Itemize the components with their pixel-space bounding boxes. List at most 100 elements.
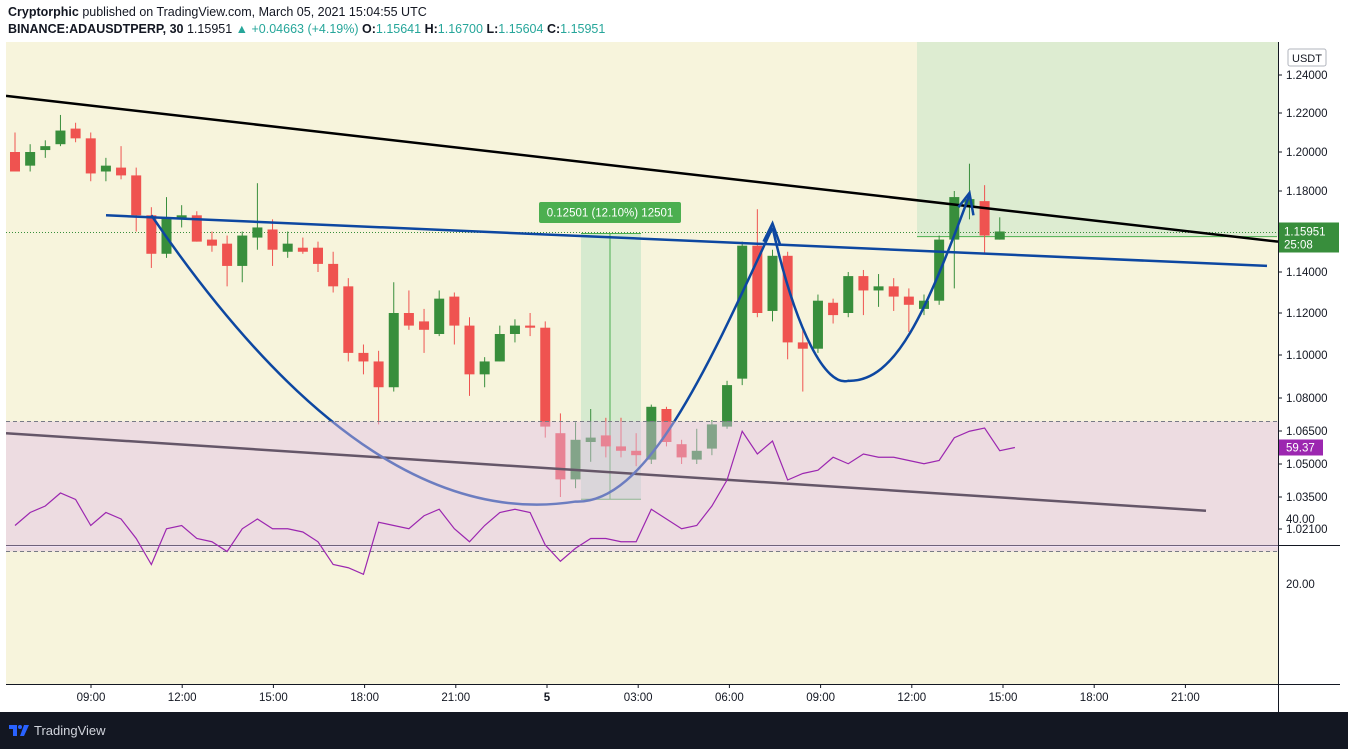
candle-body: [388, 313, 399, 388]
rsi-pane: 40.00 20.00 59.37: [6, 421, 1323, 591]
candle-body: [131, 175, 142, 216]
candle-body: [888, 286, 899, 297]
candle-body: [449, 296, 460, 326]
candle-body: [419, 321, 430, 330]
price-axis: 1.24000 1.22000 1.20000 1.18000 1.14000 1.120…: [1278, 48, 1339, 536]
candle-body: [70, 128, 81, 139]
last-price-badge-value: 1.15951: [1284, 226, 1326, 238]
price-tick-label: 1.03500: [1286, 492, 1328, 504]
candle-body: [616, 446, 626, 451]
rsi-tick-label: 20.00: [1286, 579, 1315, 591]
candle-body: [116, 167, 127, 176]
candle-body: [661, 409, 672, 442]
candle-body: [540, 327, 551, 427]
low-label: L:: [486, 22, 499, 36]
candle-body: [313, 247, 323, 264]
tradingview-brand[interactable]: TradingView: [34, 723, 106, 738]
candle-body: [100, 165, 111, 172]
candle-body: [570, 439, 581, 480]
candle-body: [191, 215, 202, 242]
rsi-tick-label: 40.00: [1286, 514, 1315, 526]
candle-body: [509, 325, 520, 334]
candle-body: [328, 263, 339, 287]
time-tick-label: 12:00: [168, 692, 197, 704]
candle-body: [267, 229, 278, 250]
candle-body: [691, 450, 702, 460]
low-value: 1.15604: [498, 22, 544, 36]
candle-body: [25, 152, 36, 166]
publish-info: published on TradingView.com, March 05, …: [82, 5, 427, 19]
candle-body: [358, 352, 369, 362]
time-tick-label: 18:00: [350, 692, 379, 704]
candle-body: [40, 146, 51, 151]
candle-body: [964, 199, 975, 208]
chart-header: Cryptorphic published on TradingView.com…: [0, 0, 1348, 42]
candle-body: [525, 325, 536, 328]
candle-body: [555, 433, 566, 480]
measure-label: 0.12501 (12.10%) 12501: [547, 208, 674, 220]
target-zone: [917, 42, 1278, 237]
price-tick-label: 1.02100: [1286, 524, 1328, 536]
candle-body: [282, 243, 293, 252]
candle-body: [479, 361, 490, 375]
symbol-label[interactable]: BINANCE:ADAUSDTPERP, 30: [8, 22, 184, 36]
candle-body: [176, 215, 187, 220]
time-tick-label: 09:00: [77, 692, 106, 704]
candle-body: [903, 296, 914, 305]
price-chart[interactable]: 0.12501 (12.10%) 12501 1.24000 1.22000 1.20…: [6, 42, 1340, 712]
symbol-line: BINANCE:ADAUSDTPERP, 30 1.15951 ▲ +0.046…: [8, 22, 605, 36]
candle-body: [994, 231, 1005, 240]
price-change: ▲ +0.04663 (+4.19%): [235, 22, 359, 36]
candle-body: [403, 313, 414, 326]
candle-body: [737, 245, 748, 379]
high-value: 1.16700: [437, 22, 483, 36]
candle-body: [858, 276, 869, 291]
rsi-value-badge: [1279, 439, 1323, 456]
candle-body: [55, 130, 66, 145]
publish-line: Cryptorphic published on TradingView.com…: [8, 5, 427, 19]
currency-label: USDT: [1292, 53, 1322, 65]
candle-body: [464, 325, 475, 375]
candle-body: [10, 152, 20, 172]
candle-body: [146, 215, 157, 254]
candle-body: [222, 243, 233, 266]
candle-body: [434, 298, 445, 334]
price-tick-label: 1.18000: [1286, 186, 1328, 198]
price-tick-label: 1.20000: [1286, 147, 1328, 159]
candle-body: [828, 302, 839, 316]
candle-body: [646, 406, 657, 460]
time-tick-label: 06:00: [715, 692, 744, 704]
rsi-value-label: 59.37: [1286, 443, 1315, 455]
candle-body: [797, 342, 808, 349]
cup-arrow-head: [762, 220, 782, 247]
last-price-badge: [1279, 222, 1339, 253]
price-axis-background: [1278, 42, 1340, 712]
handle-curve: [771, 194, 971, 383]
time-tick-label: 15:00: [259, 692, 288, 704]
candle-body: [85, 138, 96, 174]
candle-body: [343, 286, 354, 353]
last-price: 1.15951: [186, 22, 233, 36]
candle-body: [722, 385, 733, 427]
candle-body: [297, 247, 308, 252]
candle-body: [812, 300, 823, 349]
candle-body: [631, 450, 642, 456]
measure-label-box: [539, 202, 681, 223]
candle-body: [979, 201, 990, 236]
candle-body: [252, 227, 263, 238]
price-tick-label: 1.22000: [1286, 108, 1328, 120]
time-tick-label: 18:00: [1080, 692, 1109, 704]
time-tick-label: 03:00: [624, 692, 653, 704]
open-value: 1.15641: [375, 22, 422, 36]
close-label: C:: [546, 22, 561, 36]
high-label: H:: [424, 22, 438, 36]
rsi-pane-background: [6, 547, 1278, 684]
author-name[interactable]: Cryptorphic: [8, 5, 79, 19]
footer-bar: TradingView: [0, 712, 1348, 749]
candle-body: [237, 235, 248, 266]
time-axis: 09:00 12:00 15:00 18:00 21:00 5 03:00 06:00 09:0…: [77, 684, 1200, 704]
time-tick-label: 5: [544, 692, 551, 704]
candle-body: [843, 276, 854, 313]
price-tick-label: 1.24000: [1286, 70, 1328, 82]
time-tick-label: 12:00: [897, 692, 926, 704]
